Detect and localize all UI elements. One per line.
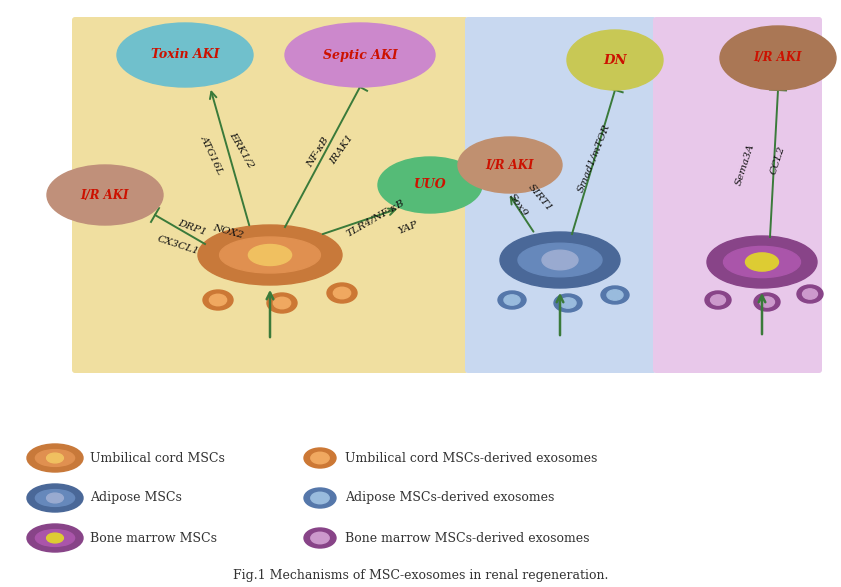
Ellipse shape: [797, 285, 823, 303]
Ellipse shape: [267, 293, 297, 313]
Ellipse shape: [567, 30, 663, 90]
Ellipse shape: [504, 295, 520, 305]
Ellipse shape: [46, 533, 63, 543]
Ellipse shape: [759, 297, 775, 307]
Text: CX3CL1: CX3CL1: [156, 234, 200, 256]
Ellipse shape: [327, 283, 357, 303]
Text: Toxin AKI: Toxin AKI: [151, 49, 220, 62]
Ellipse shape: [518, 243, 602, 277]
Text: I/R AKI: I/R AKI: [486, 158, 534, 171]
Text: Bone marrow MSCs-derived exosomes: Bone marrow MSCs-derived exosomes: [345, 531, 590, 545]
Text: CCL2: CCL2: [770, 144, 787, 176]
Ellipse shape: [720, 26, 836, 90]
Text: IRAK1: IRAK1: [329, 134, 356, 167]
Text: Umbilical cord MSCs: Umbilical cord MSCs: [90, 451, 225, 464]
Ellipse shape: [607, 290, 623, 300]
Text: Bone marrow MSCs: Bone marrow MSCs: [90, 531, 217, 545]
Ellipse shape: [198, 225, 342, 285]
Ellipse shape: [311, 532, 329, 544]
FancyBboxPatch shape: [72, 17, 468, 373]
Ellipse shape: [458, 137, 562, 193]
Ellipse shape: [554, 294, 582, 312]
Text: Smad1/mTOR: Smad1/mTOR: [576, 123, 612, 194]
Text: ERK1/2: ERK1/2: [228, 130, 256, 170]
Ellipse shape: [378, 157, 482, 213]
Ellipse shape: [304, 448, 336, 468]
Text: NOX2: NOX2: [212, 224, 245, 241]
Ellipse shape: [500, 232, 620, 288]
Ellipse shape: [311, 492, 329, 504]
Ellipse shape: [27, 444, 83, 472]
Text: ATG16L: ATG16L: [199, 134, 225, 176]
Text: Umbilical cord MSCs-derived exosomes: Umbilical cord MSCs-derived exosomes: [345, 451, 597, 464]
Ellipse shape: [560, 298, 576, 308]
Text: SIRT1: SIRT1: [526, 183, 554, 213]
Ellipse shape: [117, 23, 253, 87]
Ellipse shape: [47, 165, 163, 225]
Ellipse shape: [705, 291, 731, 309]
Text: I/R AKI: I/R AKI: [81, 188, 130, 201]
Ellipse shape: [248, 245, 292, 265]
Text: Adipose MSCs-derived exosomes: Adipose MSCs-derived exosomes: [345, 491, 554, 504]
Ellipse shape: [209, 294, 226, 306]
Ellipse shape: [601, 286, 629, 304]
FancyBboxPatch shape: [465, 17, 656, 373]
Ellipse shape: [498, 291, 526, 309]
Ellipse shape: [723, 247, 801, 278]
Ellipse shape: [304, 528, 336, 548]
Ellipse shape: [35, 450, 75, 467]
Ellipse shape: [203, 290, 233, 310]
Ellipse shape: [707, 236, 817, 288]
Text: I/R AKI: I/R AKI: [754, 52, 802, 65]
Text: Sema3A: Sema3A: [734, 143, 756, 187]
Text: DN: DN: [603, 53, 627, 66]
Ellipse shape: [333, 287, 351, 299]
Text: Adipose MSCs: Adipose MSCs: [90, 491, 182, 504]
Text: Septic AKI: Septic AKI: [323, 49, 398, 62]
Text: NF-κB: NF-κB: [305, 136, 331, 168]
Ellipse shape: [711, 295, 726, 305]
Ellipse shape: [802, 289, 817, 299]
Ellipse shape: [35, 529, 75, 546]
FancyBboxPatch shape: [653, 17, 822, 373]
Ellipse shape: [304, 488, 336, 508]
Ellipse shape: [46, 493, 63, 503]
Text: TLR4/NF-κB: TLR4/NF-κB: [344, 198, 405, 238]
Ellipse shape: [311, 452, 329, 464]
Ellipse shape: [285, 23, 435, 87]
Ellipse shape: [754, 293, 780, 311]
Text: DRP1: DRP1: [177, 219, 208, 237]
Ellipse shape: [745, 253, 779, 271]
Text: UUO: UUO: [414, 178, 447, 191]
Ellipse shape: [27, 484, 83, 512]
Ellipse shape: [27, 524, 83, 552]
Text: Fig.1 Mechanisms of MSC-exosomes in renal regeneration.: Fig.1 Mechanisms of MSC-exosomes in rena…: [233, 568, 609, 582]
Ellipse shape: [220, 237, 320, 273]
Ellipse shape: [46, 453, 63, 463]
Text: Sox9: Sox9: [507, 192, 529, 218]
Ellipse shape: [35, 490, 75, 507]
Text: YAP: YAP: [397, 220, 420, 236]
Ellipse shape: [273, 297, 291, 309]
Ellipse shape: [542, 250, 578, 270]
